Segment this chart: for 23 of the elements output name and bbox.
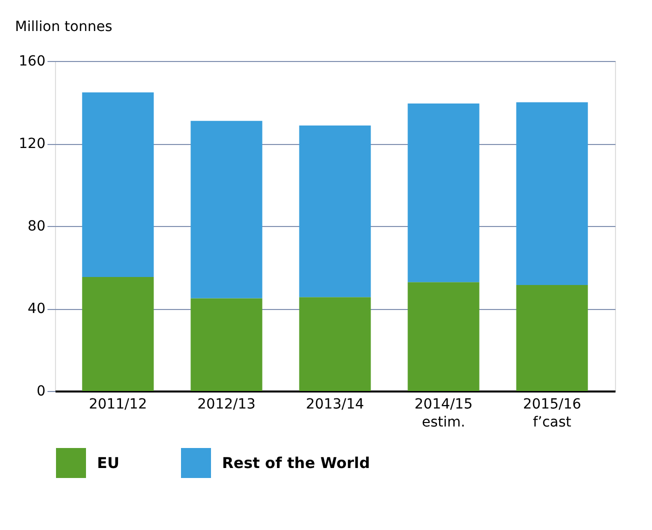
- x-tick-label: 2015/16 f’cast: [522, 396, 582, 430]
- legend-label: Rest of the World: [222, 454, 370, 472]
- y-axis-title: Million tonnes: [15, 19, 112, 35]
- bar: [516, 284, 588, 391]
- y-tick-label: 40: [28, 301, 46, 317]
- bar: [82, 92, 154, 277]
- bar: [82, 276, 154, 391]
- bar: [516, 102, 588, 285]
- y-tick-label: 120: [18, 136, 46, 152]
- bar: [299, 126, 371, 298]
- x-tick-label: 2011/12: [88, 396, 148, 412]
- legend-label: EU: [97, 454, 120, 472]
- bar: [408, 103, 480, 282]
- x-tick-label: 2014/15 estim.: [414, 396, 473, 430]
- x-tick-label: 2013/14: [306, 396, 364, 412]
- bar: [190, 120, 262, 298]
- y-tick-label: 160: [18, 54, 46, 70]
- bar: [299, 297, 371, 391]
- x-tick-label: 2012/13: [197, 396, 256, 412]
- y-tick-label: 0: [36, 384, 46, 400]
- bar: [408, 282, 480, 391]
- bar: [190, 298, 262, 391]
- y-tick-label: 80: [28, 218, 46, 234]
